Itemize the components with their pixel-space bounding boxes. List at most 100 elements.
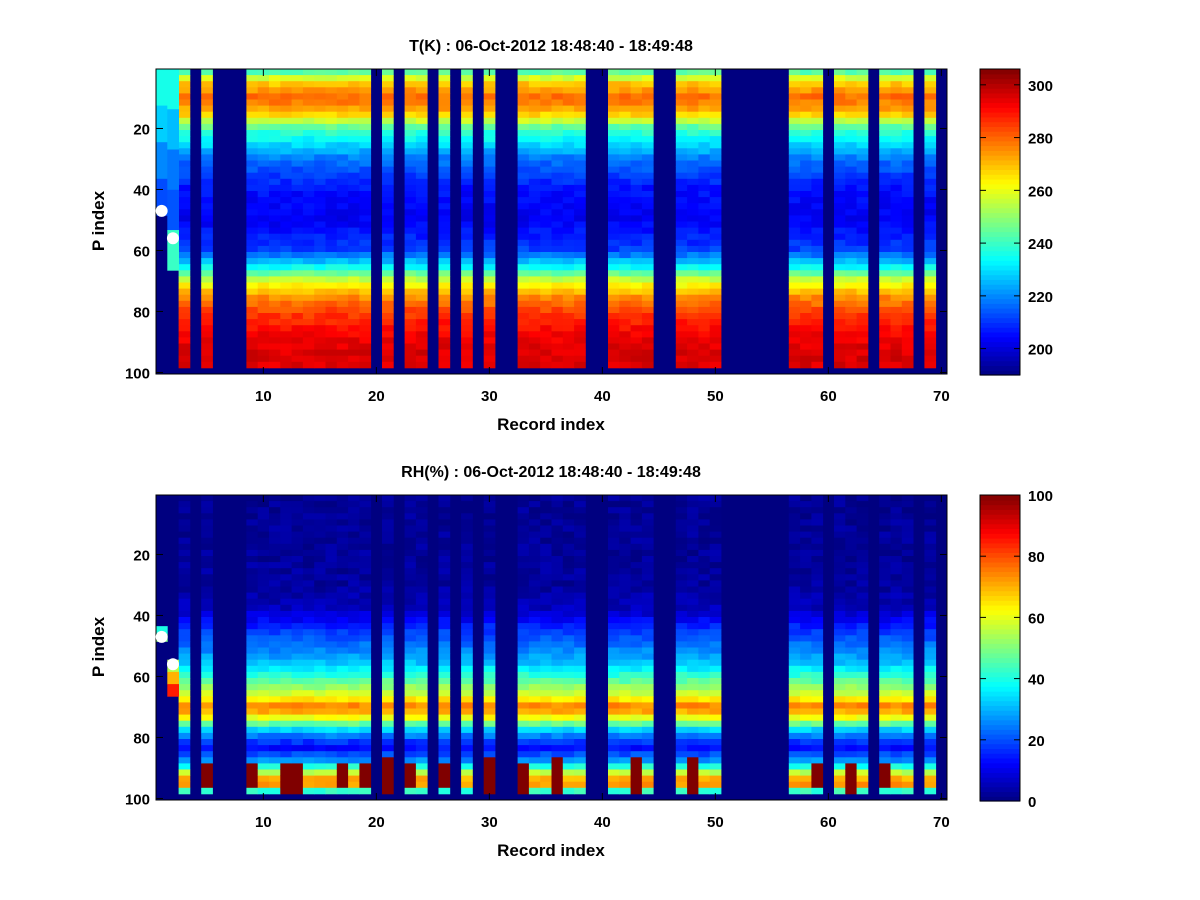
heatmap-cell — [246, 586, 259, 593]
heatmap-cell — [178, 781, 191, 789]
heatmap-cell — [540, 306, 552, 314]
heatmap-cell — [528, 93, 541, 100]
heatmap-cell — [415, 239, 428, 247]
heatmap-cell — [574, 160, 586, 167]
heatmap-cell — [415, 659, 428, 667]
heatmap-cell — [291, 361, 304, 369]
heatmap-cell — [269, 702, 281, 709]
heatmap-cell — [438, 745, 451, 752]
heatmap-cell — [709, 604, 722, 612]
heatmap-cell — [901, 690, 914, 697]
heatmap-cell — [528, 75, 541, 82]
heatmap-cell — [314, 355, 326, 363]
heatmap-cell — [551, 507, 564, 514]
heatmap-cell — [528, 659, 541, 667]
heatmap-cell — [540, 319, 552, 326]
heatmap-cell — [619, 343, 631, 350]
heatmap-cell — [483, 757, 496, 764]
heatmap-cell — [834, 361, 846, 369]
heatmap-cell — [336, 136, 349, 143]
heatmap-cell — [257, 720, 270, 728]
heatmap-cell — [641, 769, 654, 776]
heatmap-cell — [879, 586, 891, 593]
heatmap-cell — [574, 130, 586, 137]
heatmap-cell — [924, 221, 937, 228]
heatmap-cell — [438, 209, 451, 216]
colorbar-segment — [980, 322, 1020, 328]
heatmap-cell — [698, 556, 711, 563]
heatmap-cell — [901, 136, 914, 143]
heatmap-cell — [630, 543, 643, 551]
heatmap-cell — [698, 270, 711, 277]
heatmap-cell — [269, 647, 281, 654]
heatmap-cell — [574, 245, 586, 253]
heatmap-cell — [641, 745, 654, 752]
heatmap-cell — [359, 288, 372, 296]
heatmap-cell — [641, 349, 654, 357]
colorbar-segment — [980, 308, 1020, 314]
heatmap-cell — [517, 598, 530, 606]
heatmap-cell — [178, 537, 191, 545]
heatmap-cell — [641, 154, 654, 161]
heatmap-cell — [269, 215, 281, 222]
heatmap-cell — [483, 191, 496, 198]
heatmap-cell — [788, 361, 801, 369]
heatmap-cell — [551, 562, 564, 569]
heatmap-cell — [845, 732, 857, 740]
heatmap-cell — [901, 343, 914, 350]
heatmap-cell — [336, 574, 349, 581]
heatmap-cell — [687, 105, 699, 113]
heatmap-cell — [687, 294, 699, 302]
heatmap-cell — [811, 647, 824, 654]
heatmap-cell — [698, 610, 711, 618]
heatmap-cell — [551, 343, 564, 350]
heatmap-cell — [517, 513, 530, 520]
x-tick-label: 60 — [820, 388, 837, 405]
heatmap-cell — [201, 319, 213, 326]
heatmap-cell — [924, 495, 937, 502]
heatmap-cell — [246, 160, 259, 167]
heatmap-cell — [890, 549, 903, 557]
heatmap-cell — [675, 337, 688, 344]
heatmap-cell — [879, 531, 891, 539]
heatmap-cell — [348, 221, 360, 228]
heatmap-cell — [314, 586, 326, 593]
heatmap-cell — [675, 549, 688, 557]
heatmap-cell — [551, 586, 564, 593]
heatmap-cell — [257, 769, 270, 776]
heatmap-cell — [619, 355, 631, 363]
heatmap-cell — [856, 739, 869, 746]
heatmap-cell — [540, 221, 552, 228]
heatmap-cell — [291, 671, 304, 679]
heatmap-cell — [551, 264, 564, 271]
heatmap-cell — [291, 276, 304, 283]
heatmap-cell — [336, 513, 349, 520]
heatmap-cell — [551, 69, 564, 76]
heatmap-cell — [562, 300, 575, 308]
heatmap-cell — [811, 537, 824, 545]
heatmap-cell — [540, 757, 552, 764]
heatmap-cell — [382, 245, 394, 253]
heatmap-cell — [856, 282, 869, 289]
heatmap-cell — [687, 361, 699, 369]
heatmap-cell — [698, 343, 711, 350]
heatmap-cell — [856, 166, 869, 174]
heatmap-cell — [517, 745, 530, 752]
heatmap-cell — [359, 239, 372, 247]
heatmap-cell — [359, 513, 372, 520]
heatmap-cell — [675, 245, 688, 253]
heatmap-cell — [528, 531, 541, 539]
heatmap-cell — [280, 197, 292, 204]
heatmap-cell — [382, 258, 394, 265]
heatmap-cell — [834, 763, 846, 770]
heatmap-cell — [359, 331, 372, 338]
heatmap-cell — [901, 87, 914, 94]
heatmap-cell — [269, 294, 281, 302]
heatmap-cell — [359, 525, 372, 532]
heatmap-cell — [178, 306, 191, 314]
heatmap-cell — [246, 282, 259, 289]
heatmap-cell — [845, 361, 857, 369]
heatmap-cell — [269, 252, 281, 259]
heatmap-cell — [834, 148, 846, 155]
heatmap-cell — [630, 647, 643, 654]
